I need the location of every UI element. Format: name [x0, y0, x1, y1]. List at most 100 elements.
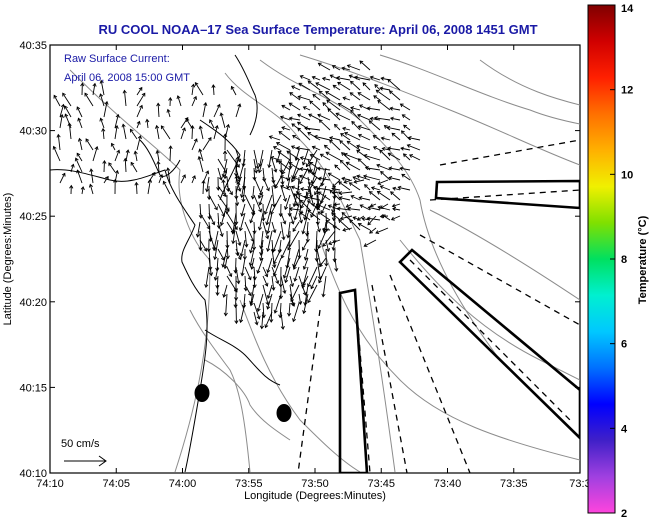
current-vector-head — [263, 210, 268, 215]
current-vector — [380, 87, 391, 91]
current-vector — [114, 125, 118, 140]
current-vector-head — [280, 181, 285, 186]
current-vector — [244, 194, 255, 215]
current-vector-head — [288, 206, 293, 212]
current-vector-head — [373, 95, 378, 99]
current-vector-head — [302, 265, 307, 270]
current-vector — [319, 90, 331, 101]
current-vector — [280, 185, 287, 202]
current-vector — [214, 266, 219, 281]
current-vector-head — [80, 186, 85, 191]
current-vector — [270, 156, 281, 161]
current-vector-head — [176, 95, 181, 100]
current-vector-head — [223, 265, 228, 270]
current-vector-head — [363, 153, 368, 158]
current-vector-head — [266, 305, 271, 310]
current-vector-head — [349, 92, 354, 96]
current-vector-head — [248, 262, 253, 267]
current-vector — [85, 138, 94, 151]
current-vector — [302, 239, 309, 251]
contour-line — [479, 59, 580, 106]
current-vector — [302, 212, 309, 234]
current-vector-head — [221, 173, 226, 178]
current-vector — [252, 185, 255, 199]
current-vector — [114, 114, 119, 129]
current-vector — [191, 96, 197, 107]
current-vector — [363, 154, 381, 161]
current-vector-head — [319, 263, 323, 268]
current-vector-head — [332, 84, 337, 89]
current-vector-head — [80, 82, 85, 87]
current-vector-head — [237, 242, 242, 247]
current-vector-head — [327, 204, 332, 209]
current-vector — [297, 127, 311, 141]
current-vector — [309, 100, 321, 111]
current-vector-head — [287, 246, 292, 251]
colorbar-label: Temperature (°C) — [637, 215, 649, 304]
current-vector — [376, 89, 391, 101]
current-vector-head — [230, 229, 235, 234]
current-vector-head — [203, 247, 208, 252]
current-vector — [376, 164, 391, 171]
current-vector-head — [361, 216, 366, 222]
current-vector-head — [334, 164, 339, 169]
current-vector — [295, 149, 300, 161]
current-vector — [199, 149, 204, 162]
current-vector — [332, 179, 341, 188]
current-vector — [280, 185, 291, 191]
current-vector — [339, 191, 353, 194]
current-vector — [213, 230, 219, 251]
current-vector — [287, 176, 291, 189]
current-vector-head — [237, 187, 242, 192]
current-vector-head — [321, 293, 326, 298]
current-vector — [298, 96, 311, 101]
current-vector-head — [320, 210, 325, 215]
current-vector-head — [401, 114, 406, 118]
current-vector — [208, 194, 218, 210]
current-vector — [281, 239, 291, 259]
current-vector — [322, 275, 327, 297]
current-vector-head — [338, 219, 343, 223]
current-vector — [68, 123, 72, 140]
current-vector-head — [271, 286, 276, 291]
current-vector-head — [195, 233, 201, 238]
current-vector — [291, 85, 301, 91]
current-vector — [81, 186, 84, 195]
current-vector — [283, 257, 291, 279]
current-vector-head — [159, 174, 164, 179]
current-vector-head — [406, 143, 411, 148]
scale-label: 50 cm/s — [61, 438, 100, 450]
current-vector-head — [295, 191, 300, 195]
current-vector-head — [356, 149, 361, 154]
current-vector — [292, 221, 300, 232]
current-vector — [76, 106, 83, 118]
current-vector — [317, 114, 331, 121]
current-vector — [226, 275, 238, 293]
current-vector-head — [297, 255, 302, 260]
current-vector — [269, 136, 281, 141]
current-vector-head — [240, 212, 245, 217]
current-vector-head — [290, 298, 295, 303]
current-vector — [347, 64, 361, 71]
current-vector-head — [259, 257, 264, 262]
current-vector-head — [236, 163, 240, 168]
current-vector-head — [309, 100, 314, 105]
current-vector — [303, 293, 309, 314]
annotation-line-1: Raw Surface Current: — [64, 53, 170, 65]
current-vector-head — [166, 108, 171, 113]
current-vector — [111, 143, 116, 151]
current-vector-head — [219, 112, 224, 117]
current-vector-head — [319, 153, 324, 158]
current-vector-head — [399, 166, 404, 171]
current-vector — [264, 194, 273, 215]
current-vector-head — [380, 205, 384, 209]
current-vector — [351, 121, 361, 131]
current-vector-head — [281, 236, 286, 241]
current-vector-head — [61, 172, 66, 177]
current-vector — [273, 146, 281, 151]
current-vector-head — [317, 245, 322, 250]
current-vector-head — [252, 176, 257, 181]
current-vector — [307, 176, 313, 198]
current-vector-head — [221, 179, 226, 184]
current-vector — [242, 185, 246, 202]
